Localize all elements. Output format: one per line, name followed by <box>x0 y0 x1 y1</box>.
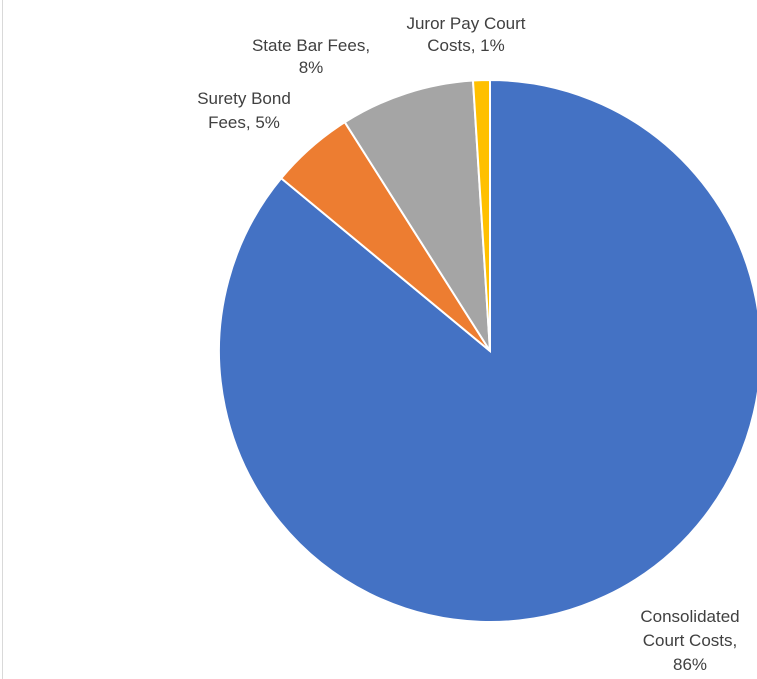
pie-slices <box>219 80 757 622</box>
pie-slice-label-line-3-1: Costs, 1% <box>427 36 504 55</box>
pie-slice-label-line-2-0: State Bar Fees, <box>252 36 370 55</box>
pie-slice-label-line-0-0: Consolidated <box>640 607 739 626</box>
pie-slice-label-line-0-1: Court Costs, <box>643 631 737 650</box>
pie-slice-label-line-0-2: 86% <box>673 655 707 674</box>
pie-slice-label-line-2-1: 8% <box>299 58 324 77</box>
pie-slice-label-0: Consolidated Court Costs, 86% <box>640 607 739 674</box>
pie-slice-label-line-1-1: Fees, 5% <box>208 113 280 132</box>
pie-slice-label-3: Juror Pay Court Costs, 1% <box>406 14 525 55</box>
pie-slice-label-line-1-0: Surety Bond <box>197 89 291 108</box>
pie-slice-label-1: Surety Bond Fees, 5% <box>197 89 291 132</box>
pie-slice-label-2: State Bar Fees, 8% <box>252 36 370 77</box>
pie-slice-label-line-3-0: Juror Pay Court <box>406 14 525 33</box>
